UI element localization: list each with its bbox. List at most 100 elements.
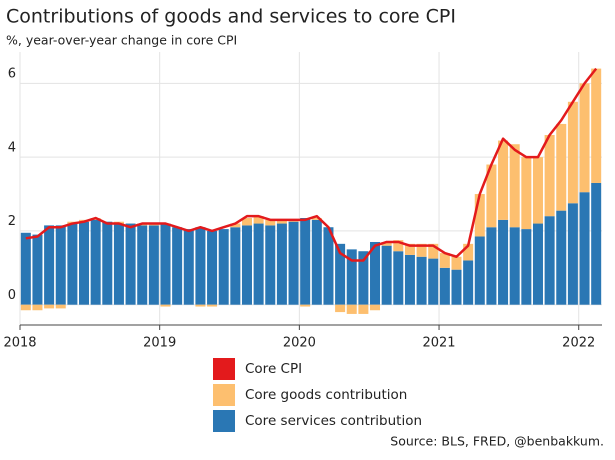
bar	[567, 101, 578, 204]
bar	[125, 223, 136, 305]
bar	[428, 243, 439, 259]
bar	[521, 157, 532, 230]
bar	[265, 225, 276, 305]
legend-label: Core services contribution	[245, 413, 422, 429]
bar	[32, 234, 43, 305]
bar	[381, 241, 392, 246]
y-tick-label: 6	[8, 66, 16, 81]
bar	[544, 135, 555, 217]
bar	[67, 223, 78, 305]
bar	[335, 243, 346, 305]
bar	[579, 83, 590, 193]
bar	[451, 256, 462, 270]
bar	[439, 267, 450, 305]
bar	[346, 249, 357, 305]
legend-label: Core CPI	[245, 361, 302, 377]
bar	[195, 227, 206, 305]
chart-title: Contributions of goods and services to c…	[6, 6, 456, 28]
bar	[393, 251, 404, 305]
bar	[79, 221, 90, 305]
bar	[451, 269, 462, 305]
y-tick-label: 2	[8, 214, 16, 229]
bar	[207, 230, 218, 305]
legend-swatch	[213, 358, 235, 380]
bar	[20, 304, 31, 311]
bar	[44, 304, 55, 309]
bar	[276, 223, 287, 305]
bar	[428, 258, 439, 305]
bar	[579, 192, 590, 305]
bar	[183, 229, 194, 305]
line	[25, 67, 598, 262]
bar	[556, 123, 567, 211]
legend-swatch	[213, 384, 235, 406]
legend-swatch	[213, 410, 235, 432]
bar	[288, 221, 299, 305]
bar	[509, 227, 520, 305]
bar	[358, 304, 369, 314]
bar	[241, 225, 252, 305]
bar	[90, 219, 101, 305]
bar	[253, 223, 264, 305]
source: Source: BLS, FRED, @benbakkum.	[390, 434, 604, 449]
bar	[311, 219, 322, 305]
bar	[486, 164, 497, 228]
bar	[498, 140, 509, 220]
bar	[323, 227, 334, 305]
bar	[544, 216, 555, 305]
bar	[311, 218, 322, 220]
bar	[160, 223, 171, 305]
bar	[335, 304, 346, 313]
bar	[300, 304, 311, 307]
x-tick-label: 2020	[283, 336, 316, 351]
bar	[346, 304, 357, 314]
bar	[148, 225, 159, 305]
bar	[474, 236, 485, 305]
bar	[207, 304, 218, 307]
bar	[404, 254, 415, 305]
bar	[556, 210, 567, 305]
bar	[253, 216, 264, 224]
legend-label: Core goods contribution	[245, 387, 407, 403]
x-tick-label: 2018	[3, 336, 36, 351]
bar	[591, 182, 602, 305]
bar	[358, 251, 369, 305]
bar	[474, 194, 485, 237]
bar	[102, 221, 113, 305]
chart-subtitle: %, year-over-year change in core CPI	[6, 33, 237, 48]
x-tick-label: 2019	[143, 336, 176, 351]
bar	[404, 243, 415, 255]
bar	[532, 223, 543, 305]
bar	[55, 225, 66, 305]
bar	[137, 225, 148, 305]
bar	[195, 304, 206, 307]
y-tick-label: 0	[8, 288, 16, 303]
bar	[416, 243, 427, 257]
bar	[509, 144, 520, 228]
bar	[113, 223, 124, 305]
bar	[532, 157, 543, 224]
bar	[498, 219, 509, 305]
bar	[44, 225, 55, 305]
bar	[591, 68, 602, 183]
y-tick-label: 4	[8, 140, 16, 155]
bar	[218, 229, 229, 305]
x-tick-label: 2022	[562, 336, 595, 351]
bar	[486, 227, 497, 305]
bar	[32, 304, 43, 311]
bar	[230, 227, 241, 305]
bar	[230, 223, 241, 228]
bar	[20, 232, 31, 305]
bar	[463, 243, 474, 261]
bar	[439, 253, 450, 268]
bar	[300, 218, 311, 305]
bar	[172, 227, 183, 305]
bar	[416, 256, 427, 305]
x-tick-label: 2021	[422, 336, 455, 351]
bar	[463, 260, 474, 305]
bar	[521, 229, 532, 305]
bar	[370, 241, 381, 305]
bar	[276, 219, 287, 224]
bar	[241, 218, 252, 226]
